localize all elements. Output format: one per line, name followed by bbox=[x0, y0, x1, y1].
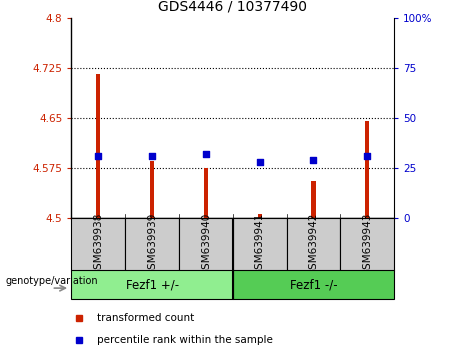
Bar bbox=[179, 218, 233, 271]
Point bbox=[310, 157, 317, 162]
Bar bbox=[150, 161, 154, 218]
Point bbox=[148, 154, 156, 159]
Text: Fezf1 +/-: Fezf1 +/- bbox=[125, 278, 179, 291]
Text: GSM639943: GSM639943 bbox=[362, 213, 372, 276]
Bar bbox=[233, 270, 394, 299]
Point bbox=[202, 152, 210, 157]
Text: genotype/variation: genotype/variation bbox=[6, 276, 98, 286]
Text: GSM639942: GSM639942 bbox=[308, 213, 319, 276]
Bar bbox=[258, 215, 262, 218]
Bar bbox=[340, 218, 394, 271]
Text: GSM639941: GSM639941 bbox=[254, 213, 265, 276]
Bar bbox=[287, 218, 340, 271]
Text: Fezf1 -/-: Fezf1 -/- bbox=[290, 278, 337, 291]
Bar bbox=[71, 270, 233, 299]
Bar bbox=[125, 218, 179, 271]
Text: transformed count: transformed count bbox=[97, 313, 195, 323]
Text: GSM639938: GSM639938 bbox=[93, 213, 103, 276]
Bar bbox=[71, 218, 125, 271]
Point bbox=[95, 154, 102, 159]
Point bbox=[364, 154, 371, 159]
Text: GSM639939: GSM639939 bbox=[147, 213, 157, 276]
Text: GSM639940: GSM639940 bbox=[201, 213, 211, 276]
Text: percentile rank within the sample: percentile rank within the sample bbox=[97, 335, 273, 345]
Bar bbox=[233, 218, 287, 271]
Bar bbox=[365, 121, 369, 218]
Bar bbox=[96, 74, 100, 218]
Bar bbox=[311, 181, 316, 218]
Point bbox=[256, 160, 263, 165]
Title: GDS4446 / 10377490: GDS4446 / 10377490 bbox=[158, 0, 307, 14]
Bar bbox=[204, 168, 208, 218]
